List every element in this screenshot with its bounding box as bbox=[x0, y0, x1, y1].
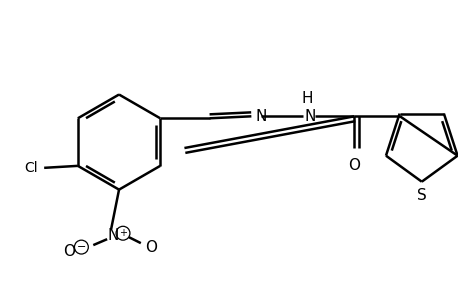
Text: N: N bbox=[255, 109, 266, 124]
Text: N: N bbox=[107, 228, 118, 243]
Text: O: O bbox=[63, 244, 75, 259]
Text: +: + bbox=[119, 228, 127, 238]
Text: −: − bbox=[77, 242, 86, 252]
Text: N: N bbox=[304, 109, 315, 124]
Text: H: H bbox=[301, 91, 312, 106]
Text: Cl: Cl bbox=[24, 161, 38, 175]
Text: S: S bbox=[416, 188, 426, 202]
Text: O: O bbox=[347, 158, 359, 173]
Text: O: O bbox=[145, 240, 157, 255]
